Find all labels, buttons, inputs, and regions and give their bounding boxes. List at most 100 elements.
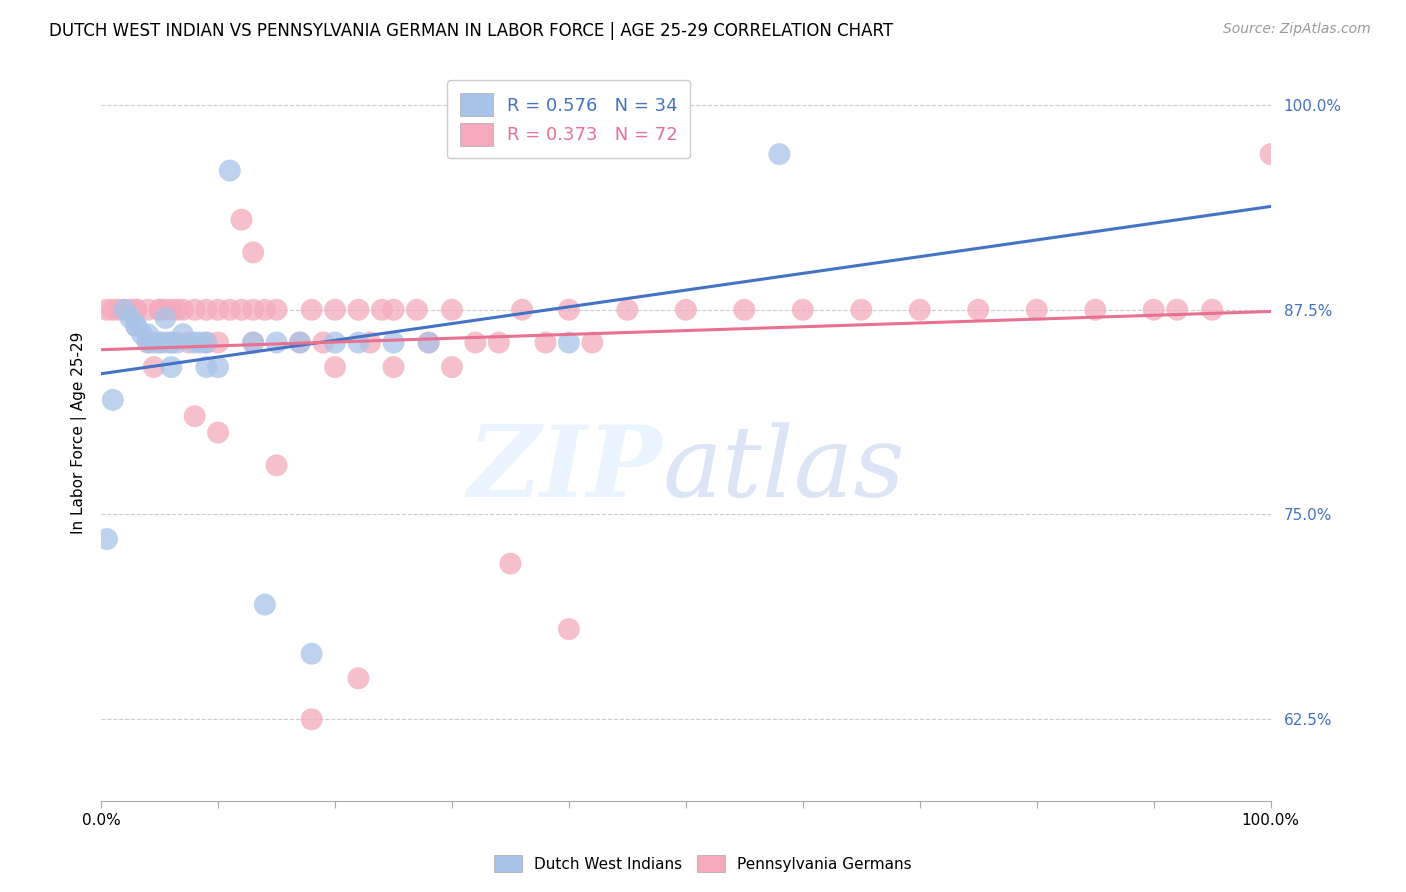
Point — [120, 310, 142, 325]
Point — [1025, 302, 1047, 317]
Point — [136, 302, 159, 317]
Point — [120, 302, 142, 317]
Point — [733, 302, 755, 317]
Point — [155, 310, 177, 325]
Point — [155, 335, 177, 350]
Point — [418, 335, 440, 350]
Point — [142, 360, 165, 375]
Point — [488, 335, 510, 350]
Point — [149, 302, 172, 317]
Point — [160, 335, 183, 350]
Point — [96, 302, 118, 317]
Point — [359, 335, 381, 350]
Point — [160, 302, 183, 317]
Point — [967, 302, 990, 317]
Point — [382, 302, 405, 317]
Point — [301, 647, 323, 661]
Point — [323, 360, 346, 375]
Point — [312, 335, 335, 350]
Point — [166, 335, 188, 350]
Point — [301, 302, 323, 317]
Point — [242, 335, 264, 350]
Point — [792, 302, 814, 317]
Point — [908, 302, 931, 317]
Point — [440, 302, 463, 317]
Point — [253, 302, 276, 317]
Point — [288, 335, 311, 350]
Point — [131, 327, 153, 342]
Point — [160, 335, 183, 350]
Point — [190, 335, 212, 350]
Point — [323, 302, 346, 317]
Point — [768, 147, 790, 161]
Point — [1084, 302, 1107, 317]
Point — [242, 335, 264, 350]
Point — [347, 302, 370, 317]
Point — [177, 335, 200, 350]
Point — [253, 598, 276, 612]
Point — [114, 302, 136, 317]
Point — [266, 458, 288, 473]
Point — [581, 335, 603, 350]
Point — [125, 319, 148, 334]
Point — [406, 302, 429, 317]
Text: DUTCH WEST INDIAN VS PENNSYLVANIA GERMAN IN LABOR FORCE | AGE 25-29 CORRELATION : DUTCH WEST INDIAN VS PENNSYLVANIA GERMAN… — [49, 22, 893, 40]
Point — [160, 360, 183, 375]
Point — [125, 319, 148, 334]
Point — [382, 360, 405, 375]
Legend: R = 0.576   N = 34, R = 0.373   N = 72: R = 0.576 N = 34, R = 0.373 N = 72 — [447, 80, 690, 159]
Point — [149, 335, 172, 350]
Point — [371, 302, 394, 317]
Point — [207, 335, 229, 350]
Point — [242, 302, 264, 317]
Point — [231, 212, 253, 227]
Point — [195, 360, 218, 375]
Point — [101, 302, 124, 317]
Text: Source: ZipAtlas.com: Source: ZipAtlas.com — [1223, 22, 1371, 37]
Point — [1260, 147, 1282, 161]
Point — [418, 335, 440, 350]
Point — [96, 532, 118, 546]
Text: ZIP: ZIP — [467, 421, 662, 517]
Point — [142, 335, 165, 350]
Point — [266, 302, 288, 317]
Point — [499, 557, 522, 571]
Point — [242, 245, 264, 260]
Point — [1201, 302, 1223, 317]
Point — [1166, 302, 1188, 317]
Point — [347, 671, 370, 685]
Legend: Dutch West Indians, Pennsylvania Germans: Dutch West Indians, Pennsylvania Germans — [486, 847, 920, 880]
Point — [1143, 302, 1166, 317]
Point — [155, 302, 177, 317]
Point — [301, 712, 323, 726]
Point — [323, 335, 346, 350]
Point — [675, 302, 697, 317]
Point — [114, 302, 136, 317]
Point — [534, 335, 557, 350]
Point — [107, 302, 129, 317]
Point — [125, 302, 148, 317]
Point — [183, 335, 205, 350]
Point — [207, 425, 229, 440]
Point — [464, 335, 486, 350]
Point — [347, 335, 370, 350]
Point — [136, 335, 159, 350]
Point — [558, 302, 581, 317]
Point — [266, 335, 288, 350]
Point — [149, 302, 172, 317]
Point — [218, 302, 240, 317]
Point — [207, 360, 229, 375]
Y-axis label: In Labor Force | Age 25-29: In Labor Force | Age 25-29 — [72, 332, 87, 533]
Point — [195, 335, 218, 350]
Point — [172, 302, 194, 317]
Point — [195, 302, 218, 317]
Point — [231, 302, 253, 317]
Point — [125, 302, 148, 317]
Point — [616, 302, 638, 317]
Point — [851, 302, 873, 317]
Point — [382, 335, 405, 350]
Point — [558, 622, 581, 636]
Point — [510, 302, 533, 317]
Point — [101, 392, 124, 407]
Point — [195, 335, 218, 350]
